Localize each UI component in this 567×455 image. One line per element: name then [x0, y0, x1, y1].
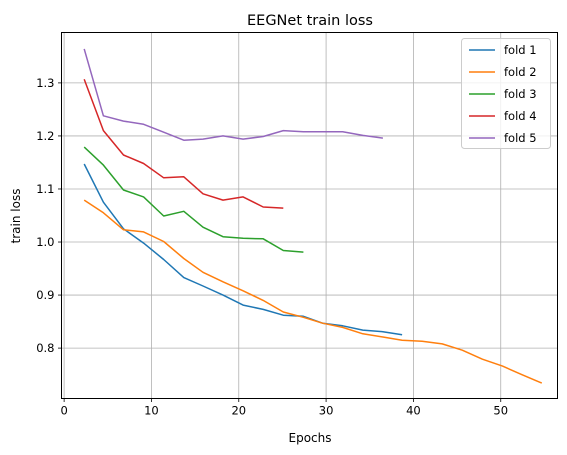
- ticks: 0 10 20 30 40 50 0.8 0.9 1.0 1.1 1.2 1.3: [36, 76, 508, 418]
- y-tick-label: 1.2: [36, 129, 54, 143]
- legend-label: fold 1: [504, 43, 537, 57]
- y-tick-label: 0.8: [36, 341, 54, 355]
- y-tick-label: 1.3: [36, 76, 54, 90]
- legend-box: [461, 38, 551, 149]
- x-tick-label: 10: [144, 404, 159, 418]
- series-line-fold-3: [83, 146, 304, 253]
- series-line-fold-2: [83, 199, 543, 384]
- x-tick-label: 0: [60, 404, 67, 418]
- series-line-fold-4: [83, 78, 284, 209]
- x-tick-label: 40: [406, 404, 421, 418]
- chart-title: EEGNet train loss: [247, 13, 373, 29]
- x-tick-label: 30: [319, 404, 334, 418]
- legend-label: fold 5: [504, 131, 537, 145]
- series-lines: [83, 48, 543, 384]
- series-line-fold-5: [83, 48, 383, 141]
- y-axis-label: train loss: [9, 189, 23, 244]
- series-line-fold-1: [83, 163, 403, 336]
- legend-label: fold 3: [504, 87, 537, 101]
- y-tick-label: 1.1: [36, 182, 54, 196]
- legend: fold 1 fold 2 fold 3 fold 4 fold 5: [461, 38, 551, 149]
- y-tick-label: 1.0: [36, 235, 54, 249]
- x-tick-label: 20: [231, 404, 246, 418]
- x-tick-label: 50: [493, 404, 508, 418]
- legend-label: fold 4: [504, 109, 537, 123]
- legend-label: fold 2: [504, 65, 537, 79]
- x-axis-label: Epochs: [289, 431, 332, 445]
- y-tick-label: 0.9: [36, 288, 54, 302]
- plot-frame: [61, 32, 558, 399]
